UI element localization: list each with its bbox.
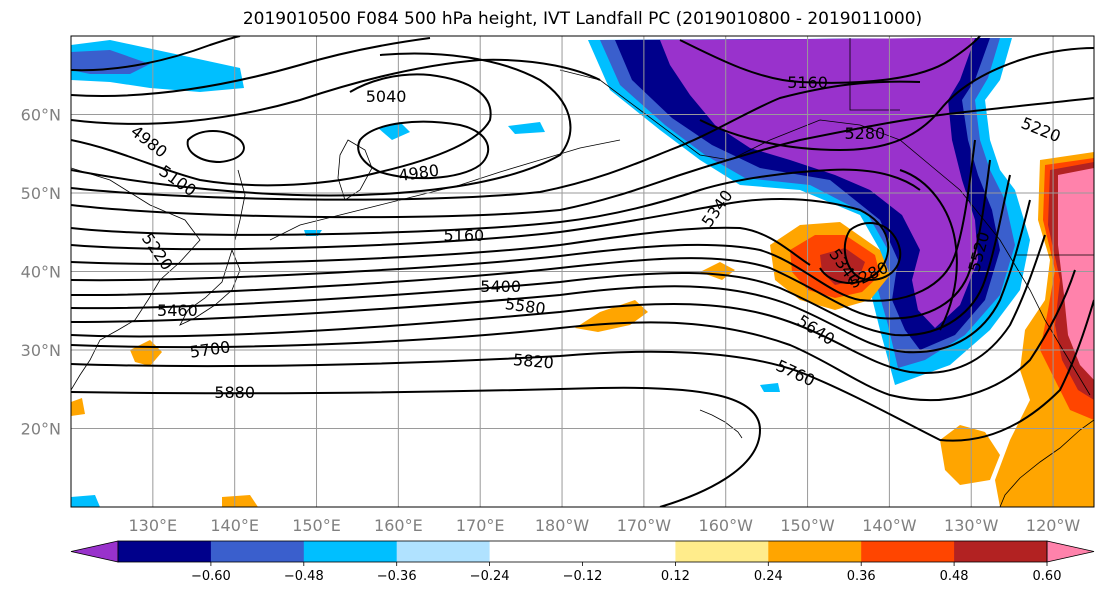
colorbar-swatch xyxy=(118,541,212,562)
contour-5760 xyxy=(71,269,1076,402)
coast-northamerica xyxy=(999,419,1094,507)
contour-5700 xyxy=(71,234,1046,374)
colorbar-arrow-left-icon xyxy=(70,540,119,563)
x-tick-label: 140°E xyxy=(210,516,259,535)
colorbar-tick-label: 0.36 xyxy=(847,569,876,584)
contour-5820 xyxy=(71,299,1094,442)
contour-5040 xyxy=(71,73,492,187)
colorbar-tick-label: 0.12 xyxy=(661,569,690,584)
contour-5160 xyxy=(71,80,921,201)
x-tick-label: 150°E xyxy=(292,516,341,535)
colorbar-swatch xyxy=(861,541,955,562)
contour-5100 xyxy=(71,52,572,197)
contour-label: 5880 xyxy=(214,383,255,402)
colorbar-tick-label: −0.12 xyxy=(563,569,603,584)
colorbar-tick-label: 0.48 xyxy=(940,569,969,584)
y-tick-label: 60°N xyxy=(21,106,61,125)
contour-5400 xyxy=(71,226,811,266)
contour-alaska-a xyxy=(679,36,981,84)
contour-north-b xyxy=(71,37,431,97)
x-tick-labels: 130°E 140°E 150°E 160°E 170°E 180°W 170°W 160°W… xyxy=(129,516,1081,535)
x-tick-label: 130°E xyxy=(129,516,178,535)
colorbar-swatch xyxy=(582,541,676,562)
y-tick-label: 50°N xyxy=(21,184,61,203)
coast-asia xyxy=(71,167,201,391)
x-tick-label: 120°W xyxy=(1026,516,1081,535)
height-contours xyxy=(71,36,1094,507)
contour-label: 5460 xyxy=(157,301,198,320)
contour-4980-east xyxy=(357,120,490,180)
colorbar-swatch xyxy=(675,541,769,562)
colorbar-tick-label: 0.60 xyxy=(1033,569,1062,584)
colorbar-swatch xyxy=(396,541,491,562)
y-tick-label: 20°N xyxy=(21,420,61,439)
shade-small-blue-4 xyxy=(760,383,780,392)
shade-west-top-inner xyxy=(71,50,150,74)
coastlines xyxy=(71,38,1094,507)
contour-north-a xyxy=(71,58,601,125)
x-tick-label: 150°W xyxy=(780,516,835,535)
contour-5520 xyxy=(71,159,991,320)
contour-label: 5160 xyxy=(443,226,484,245)
colorbar-tick-label: 0.24 xyxy=(754,569,783,584)
contour-5580 xyxy=(71,174,1011,337)
shade-small-blue-2 xyxy=(508,122,545,134)
colorbar-swatch xyxy=(303,541,398,562)
colorbar-tick-labels: −0.60 −0.48 −0.36 −0.24 −0.12 0.12 0.24 0.36 0.4… xyxy=(191,562,1061,584)
shade-small-orange-4 xyxy=(222,495,258,507)
contour-label: 5160 xyxy=(787,73,828,92)
contour-5280 xyxy=(71,168,921,236)
x-tick-label: 180°W xyxy=(535,516,590,535)
contour-north-c xyxy=(71,36,241,72)
map-title: 2019010500 F084 500 hPa height, IVT Land… xyxy=(242,9,923,29)
contour-gulf-low xyxy=(843,221,902,281)
shade-alaska-purple xyxy=(660,38,978,328)
contour-4980-west xyxy=(186,130,245,164)
shade-center-darkred xyxy=(820,248,865,285)
colorbar-swatch xyxy=(489,541,583,562)
x-tick-label: 130°W xyxy=(944,516,999,535)
contour-5460 xyxy=(71,139,976,302)
colorbar-tick-label: −0.36 xyxy=(377,569,417,584)
x-tick-label: 160°W xyxy=(699,516,754,535)
colorbar-tick-label: −0.48 xyxy=(284,569,324,584)
contour-east-a xyxy=(899,169,958,331)
coast-japan xyxy=(179,248,241,326)
colorbar-arrow-right-icon xyxy=(1046,540,1095,563)
coast-hawaii xyxy=(699,409,743,439)
contour-5220 xyxy=(71,97,1094,219)
shade-small-blue-5 xyxy=(71,495,100,507)
contour-alaska-b xyxy=(699,47,1094,152)
contour-label: 5040 xyxy=(366,87,407,106)
contour-label: 5280 xyxy=(844,124,885,143)
contour-5880 xyxy=(71,386,762,507)
x-tick-label: 170°W xyxy=(617,516,672,535)
y-tick-labels: 20°N 30°N 40°N 50°N 60°N xyxy=(21,106,61,439)
x-tick-label: 160°E xyxy=(374,516,423,535)
coast-sakhalin xyxy=(234,169,246,241)
contour-label: 5820 xyxy=(512,350,554,372)
contour-label: 5400 xyxy=(480,277,521,296)
colorbar-tick-label: −0.24 xyxy=(470,569,510,584)
contour-5340 xyxy=(71,197,890,284)
shade-small-orange-3 xyxy=(71,398,85,416)
contour-5640 xyxy=(71,199,1031,354)
y-tick-label: 30°N xyxy=(21,341,61,360)
x-tick-label: 170°E xyxy=(456,516,505,535)
colorbar xyxy=(70,540,1095,563)
colorbar-swatch xyxy=(768,541,862,562)
x-tick-label: 140°W xyxy=(862,516,917,535)
colorbar-swatch xyxy=(954,541,1048,562)
coast-alaska xyxy=(559,69,1091,396)
plot-frame xyxy=(70,35,1095,508)
coast-canada-border xyxy=(849,38,900,111)
colorbar-tick-label: −0.60 xyxy=(191,569,231,584)
y-tick-label: 40°N xyxy=(21,263,61,282)
colorbar-swatch xyxy=(210,541,305,562)
